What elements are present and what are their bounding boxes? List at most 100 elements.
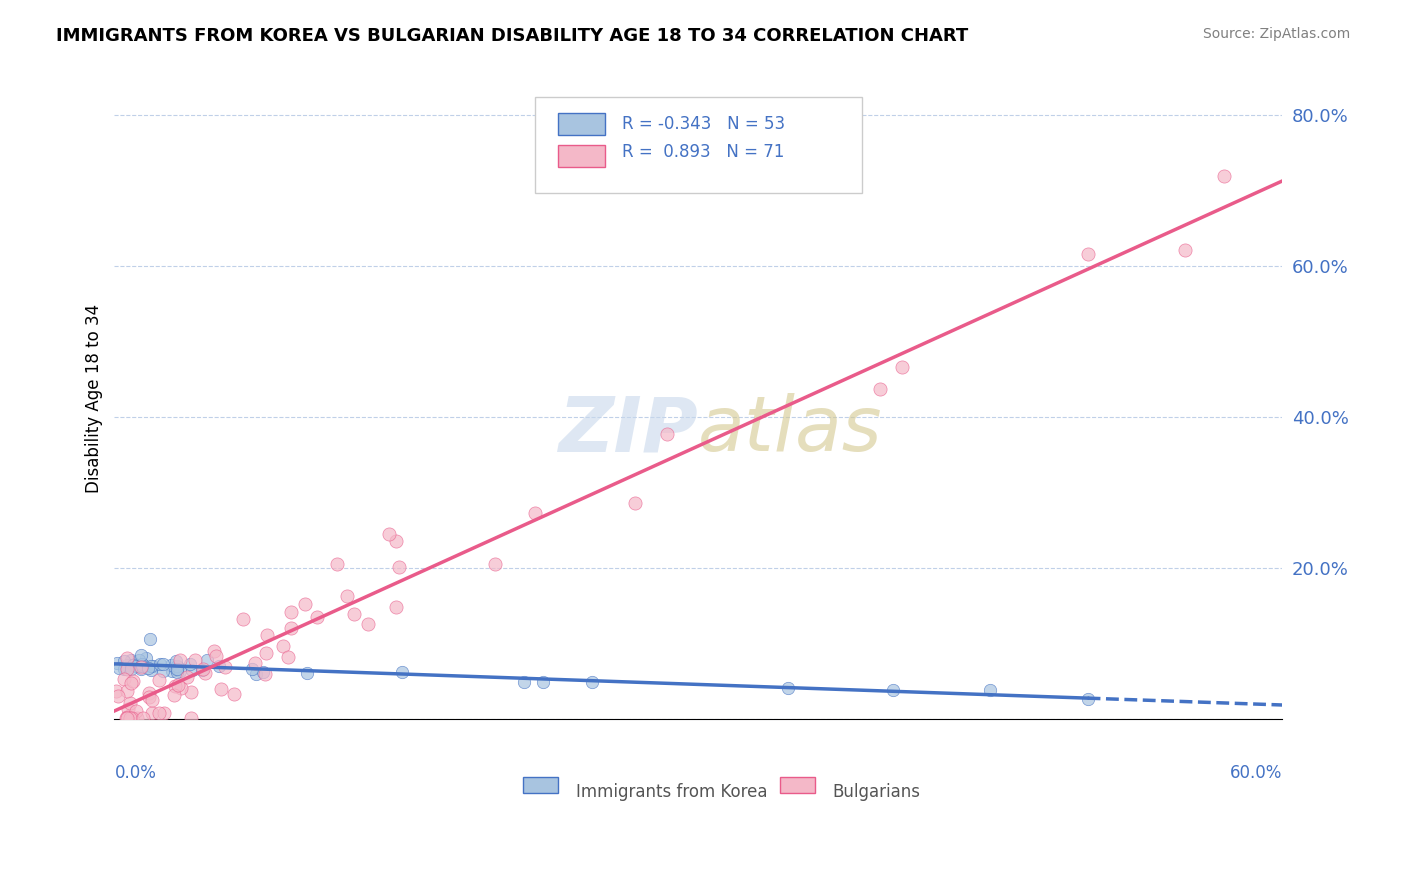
Point <box>208 658 231 673</box>
Point <box>152 657 174 672</box>
Point <box>294 597 316 611</box>
Point <box>194 666 217 681</box>
Point <box>112 673 135 687</box>
Point <box>120 653 142 667</box>
Point <box>271 639 294 653</box>
Point <box>167 659 190 673</box>
Point <box>581 675 603 690</box>
Point <box>531 674 554 689</box>
Point <box>129 660 152 674</box>
Point <box>120 662 142 676</box>
Point <box>305 610 328 624</box>
Point <box>165 679 187 693</box>
Point <box>166 662 188 676</box>
Text: R = -0.343   N = 53: R = -0.343 N = 53 <box>623 115 786 133</box>
Point <box>117 701 139 715</box>
Point <box>112 661 135 675</box>
Point <box>169 653 191 667</box>
Point <box>222 687 245 701</box>
Point <box>180 685 202 699</box>
Point <box>245 667 267 681</box>
Point <box>385 533 408 548</box>
Point <box>115 710 138 724</box>
Point <box>254 667 277 681</box>
Point <box>336 589 359 603</box>
Point <box>129 661 152 675</box>
Point <box>342 607 364 621</box>
Point <box>204 644 226 658</box>
Point <box>118 711 141 725</box>
Text: Bulgarians: Bulgarians <box>832 783 921 801</box>
Point <box>105 684 128 698</box>
Text: ZIP: ZIP <box>558 393 699 467</box>
Point <box>125 711 148 725</box>
Point <box>118 711 141 725</box>
Point <box>184 653 207 667</box>
FancyBboxPatch shape <box>523 777 558 793</box>
Point <box>166 659 188 673</box>
Point <box>135 651 157 665</box>
Text: Source: ZipAtlas.com: Source: ZipAtlas.com <box>1202 27 1350 41</box>
Point <box>295 665 318 680</box>
Point <box>890 360 912 375</box>
Point <box>979 683 1001 698</box>
Point <box>128 652 150 666</box>
Point <box>118 696 141 710</box>
Point <box>125 658 148 673</box>
Point <box>138 690 160 704</box>
Point <box>136 661 159 675</box>
Point <box>122 674 145 689</box>
Point <box>131 648 153 662</box>
Point <box>142 659 165 673</box>
Point <box>131 657 153 671</box>
Point <box>115 662 138 676</box>
Point <box>391 665 413 679</box>
Text: R =  0.893   N = 71: R = 0.893 N = 71 <box>623 144 785 161</box>
Text: IMMIGRANTS FROM KOREA VS BULGARIAN DISABILITY AGE 18 TO 34 CORRELATION CHART: IMMIGRANTS FROM KOREA VS BULGARIAN DISAB… <box>56 27 969 45</box>
Point <box>232 612 254 626</box>
Text: Immigrants from Korea: Immigrants from Korea <box>575 783 768 801</box>
Point <box>148 673 170 687</box>
Point <box>388 560 411 574</box>
Point <box>165 662 187 676</box>
Point <box>159 657 181 672</box>
Point <box>162 664 184 678</box>
Point <box>149 657 172 671</box>
Point <box>152 706 174 721</box>
Text: 60.0%: 60.0% <box>1230 764 1282 782</box>
Point <box>115 684 138 698</box>
Point <box>128 659 150 673</box>
Point <box>180 711 202 725</box>
Point <box>776 681 799 695</box>
Point <box>1212 169 1234 183</box>
Point <box>240 662 263 676</box>
Point <box>141 659 163 673</box>
Point <box>131 657 153 672</box>
Point <box>524 506 547 520</box>
Y-axis label: Disability Age 18 to 34: Disability Age 18 to 34 <box>86 303 103 492</box>
Point <box>166 678 188 692</box>
Point <box>166 665 188 679</box>
Point <box>195 653 218 667</box>
Text: 0.0%: 0.0% <box>114 764 156 782</box>
Point <box>107 657 129 671</box>
Point <box>655 427 678 442</box>
Point <box>181 663 204 677</box>
Text: atlas: atlas <box>699 393 883 467</box>
Point <box>254 646 277 660</box>
Point <box>1174 243 1197 257</box>
Point <box>163 688 186 702</box>
Point <box>124 657 146 671</box>
Point <box>277 650 299 665</box>
Point <box>115 657 138 672</box>
Point <box>121 711 143 725</box>
FancyBboxPatch shape <box>558 145 605 168</box>
Point <box>1077 247 1099 261</box>
Point <box>243 657 266 671</box>
Point <box>169 665 191 679</box>
Point <box>624 496 647 510</box>
Point <box>141 706 163 720</box>
Point <box>131 711 153 725</box>
Point <box>141 693 163 707</box>
Point <box>114 711 136 725</box>
